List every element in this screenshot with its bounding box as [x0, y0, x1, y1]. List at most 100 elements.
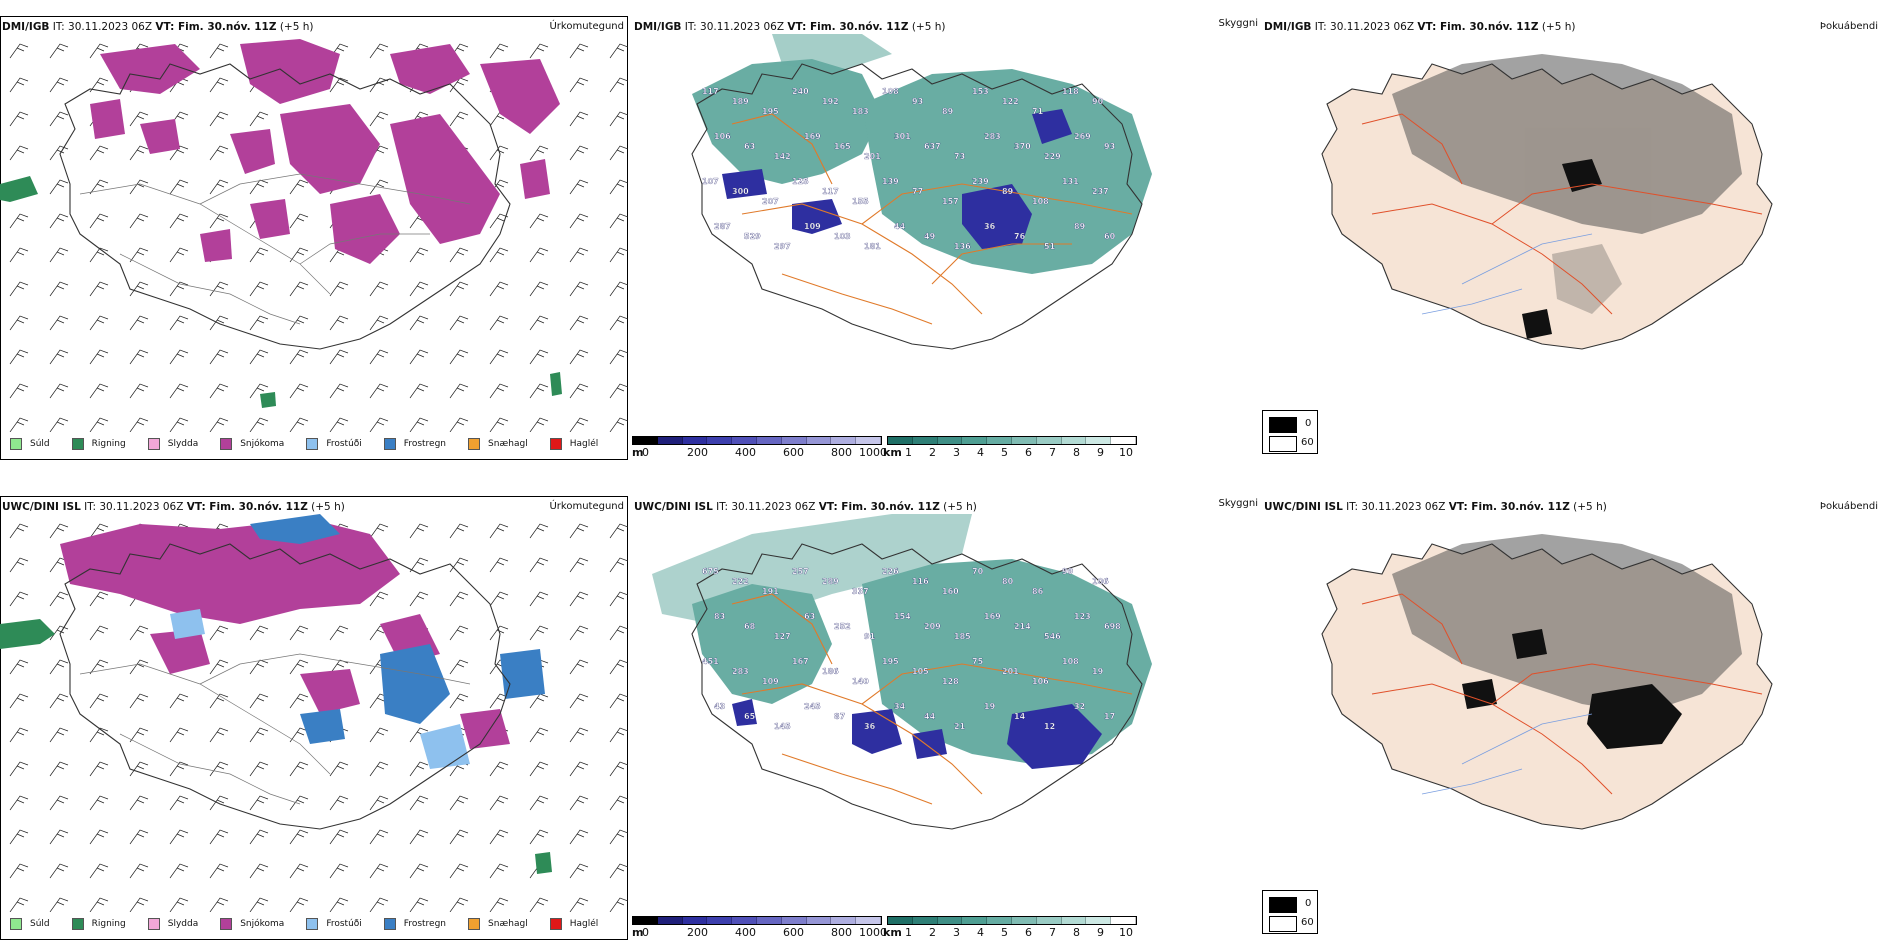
height-tick: 1000 [859, 926, 887, 939]
wind-barb [169, 795, 189, 811]
visibility-value-label: 107 [702, 177, 719, 186]
legend-label: Haglél [569, 439, 599, 449]
wind-barb [369, 383, 389, 399]
wind-barb [409, 247, 429, 263]
wind-barb [249, 863, 269, 879]
wind-barb [609, 863, 628, 879]
wind-barb [609, 417, 628, 432]
freezing-rain-areas [250, 514, 545, 744]
wind-barb [209, 659, 229, 675]
visibility-value-label: 154 [894, 612, 911, 621]
wind-barb [249, 179, 269, 195]
wind-barb [369, 43, 389, 59]
visibility-map: 675 222 191 257 289 337 226 116 160 70 80 86 99 106 83… [652, 514, 1152, 830]
wind-barb [369, 349, 389, 365]
map-frame [0, 16, 628, 460]
map-frame [0, 496, 628, 940]
legend-label: Súld [30, 919, 50, 929]
precip-type-panel: UWC/DINI ISL IT: 30.11.2023 06Z VT: Fim.… [0, 480, 630, 950]
valid-time: VT: Fim. 30.nóv. 11Z [155, 21, 277, 33]
wind-barb [609, 693, 628, 709]
wind-barb [89, 591, 109, 607]
wind-barb [489, 417, 509, 432]
wind-barb [49, 281, 69, 297]
fog-swatch-dark [1269, 417, 1297, 433]
wind-barb [369, 417, 389, 432]
visibility-value-label: 106 [1092, 577, 1109, 586]
visibility-value-label: 370 [1014, 142, 1031, 151]
legend-swatch [71, 918, 84, 930]
wind-barb [9, 659, 29, 675]
wind-barb [249, 829, 269, 845]
wind-barb [49, 179, 69, 195]
model-name: DMI/IGB [2, 21, 50, 33]
wind-barb [49, 761, 69, 777]
height-tick: 400 [735, 926, 756, 939]
wind-barb [129, 761, 149, 777]
wind-barb [129, 727, 149, 743]
legend-item-frostregn: Frostregn [383, 438, 446, 450]
visibility-value-label: 181 [864, 242, 881, 251]
legend-item-slydda: Slydda [147, 438, 198, 450]
lead-time: (+5 h) [1541, 21, 1576, 33]
wind-barb [9, 557, 29, 573]
wind-barb [409, 863, 429, 879]
wind-barb [329, 349, 349, 365]
visibility-tick: 9 [1097, 926, 1104, 939]
wind-barb [89, 383, 109, 399]
visibility-value-label: 68 [744, 622, 756, 631]
wind-barb [569, 349, 589, 365]
wind-barb [89, 863, 109, 879]
wind-barb [489, 383, 509, 399]
visibility-colorbar: km 1 2 3 4 5 6 7 8 9 10 [883, 436, 1137, 462]
wind-barb [609, 349, 628, 365]
wind-barb [289, 897, 309, 912]
wind-barb [449, 247, 469, 263]
visibility-value-label: 337 [852, 587, 869, 596]
visibility-value-label: 226 [882, 567, 899, 576]
legend-label: Slydda [167, 919, 199, 929]
legend-label: Snæhagl [488, 919, 528, 929]
wind-barb [369, 795, 389, 811]
wind-barb [9, 247, 29, 263]
wind-barb [489, 591, 509, 607]
visibility-value-label: 122 [1002, 97, 1019, 106]
iceland-outline [691, 543, 1143, 830]
visibility-value-label: 269 [1074, 132, 1091, 141]
wind-barb [209, 213, 229, 229]
freezing-drizzle-areas [170, 609, 470, 769]
wind-barb [569, 863, 589, 879]
wind-barb [449, 417, 469, 432]
wind-barb [529, 761, 549, 777]
wind-barb [489, 625, 509, 641]
visibility-value-label: 90 [1092, 97, 1104, 106]
wind-barb [289, 281, 309, 297]
wind-barb [9, 829, 29, 845]
rain-areas [0, 619, 552, 874]
wind-barb [289, 795, 309, 811]
legend-item-rigning: Rigning [71, 918, 126, 930]
wind-barb [489, 349, 509, 365]
wind-barb [329, 863, 349, 879]
lead-time: (+5 h) [279, 21, 314, 33]
wind-barb [609, 281, 628, 297]
wind-barb [289, 383, 309, 399]
wind-barb [49, 383, 69, 399]
wind-barb [249, 247, 269, 263]
wind-barb [329, 625, 349, 641]
wind-barb [569, 213, 589, 229]
visibility-value-label: 195 [882, 657, 899, 666]
height-tick: 200 [687, 446, 708, 459]
legend-swatch [383, 918, 396, 930]
visibility-tick: 8 [1073, 926, 1080, 939]
wind-barb [89, 625, 109, 641]
visibility-value-label: 546 [1044, 632, 1061, 641]
visibility-value-label: 106 [714, 132, 731, 141]
wind-barb [49, 659, 69, 675]
wind-barb [49, 863, 69, 879]
wind-barb [209, 315, 229, 331]
wind-barb [9, 863, 29, 879]
wind-barb [529, 383, 549, 399]
wind-barb [209, 111, 229, 127]
valid-time: VT: Fim. 30.nóv. 11Z [1448, 501, 1570, 513]
